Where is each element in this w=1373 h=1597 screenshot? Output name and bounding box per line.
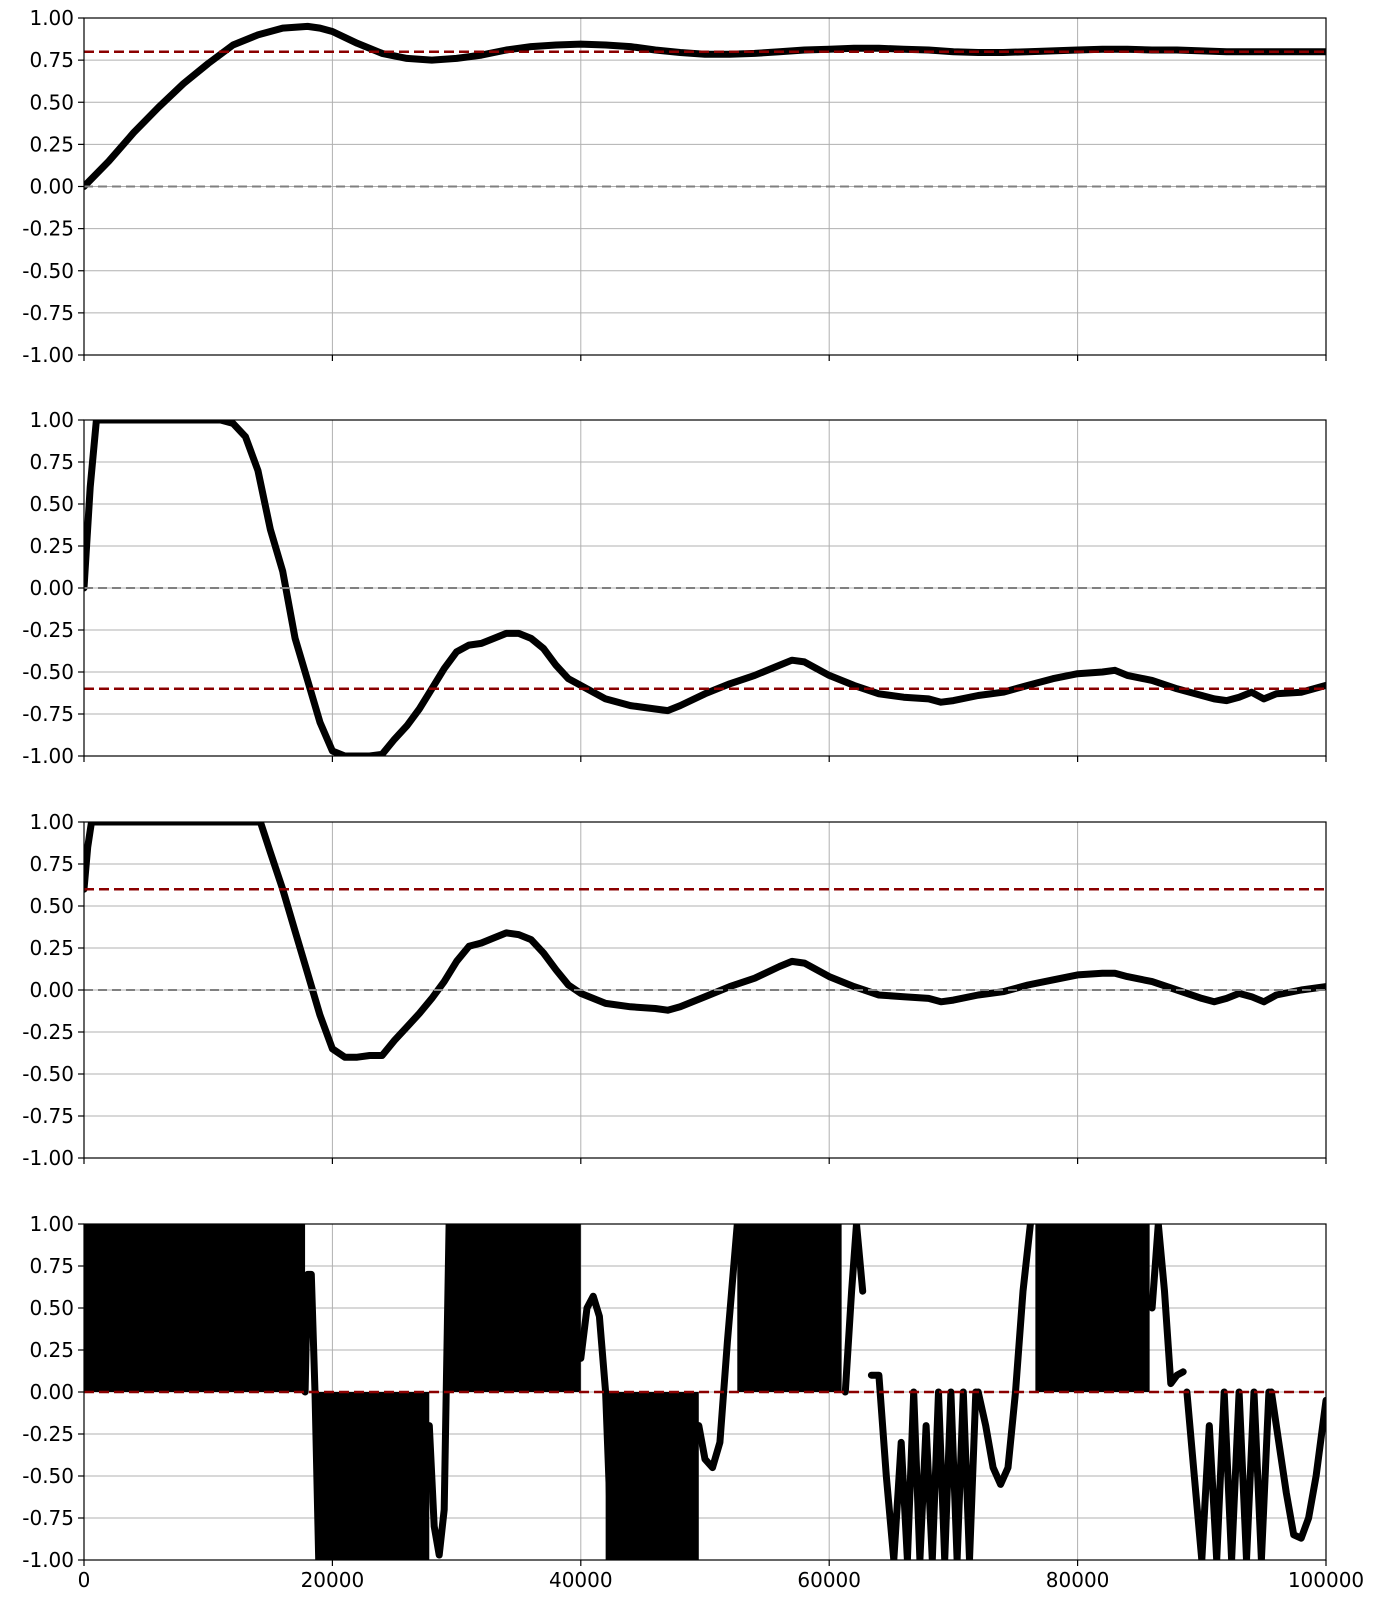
series-line bbox=[301, 1270, 323, 1560]
y-tick-label: -1.00 bbox=[22, 343, 74, 367]
y-tick-label: 1.00 bbox=[29, 408, 74, 432]
axes-frame bbox=[83, 1223, 1327, 1561]
y-tick-label: 0.50 bbox=[29, 1296, 74, 1320]
y-tick-label: 0.00 bbox=[29, 175, 74, 199]
y-tick-label: 0.25 bbox=[29, 1338, 74, 1362]
plot-area bbox=[84, 822, 1326, 1061]
oscillation-band bbox=[447, 1224, 581, 1392]
y-tick-label: -0.75 bbox=[22, 1506, 74, 1530]
series-line bbox=[1148, 1224, 1187, 1388]
subplot-4: 1.00 0.75 0.50 0.25 0.00 -0.25 -0.50 -0.75 -1.00… bbox=[22, 1212, 1364, 1592]
y-tick-label: -0.50 bbox=[22, 660, 74, 684]
y-tick-label: 1.00 bbox=[29, 810, 74, 834]
series-line bbox=[1183, 1388, 1273, 1560]
y-tick-label: -0.75 bbox=[22, 702, 74, 726]
y-tick-label: -1.00 bbox=[22, 1146, 74, 1170]
series-line bbox=[577, 1292, 616, 1560]
y-tick-label: 0.25 bbox=[29, 936, 74, 960]
y-tick-label: 1.00 bbox=[29, 6, 74, 30]
y-tick-label: 0.50 bbox=[29, 492, 74, 516]
plot-area bbox=[84, 22, 1326, 190]
x-tick-label: 0 bbox=[78, 1568, 91, 1592]
y-tick-label: 0.25 bbox=[29, 132, 74, 156]
y-tick-label: 0.50 bbox=[29, 90, 74, 114]
x-tick-label: 60000 bbox=[797, 1568, 861, 1592]
oscillation-band bbox=[84, 1224, 306, 1392]
series-line bbox=[84, 420, 1326, 756]
y-tick-label: -0.50 bbox=[22, 1464, 74, 1488]
oscillation-band bbox=[1035, 1224, 1150, 1392]
oscillation-band bbox=[605, 1392, 699, 1560]
y-tick-label: -0.50 bbox=[22, 259, 74, 283]
series-line bbox=[974, 1224, 1034, 1488]
oscillation-band bbox=[737, 1224, 842, 1392]
axes-frame bbox=[83, 17, 1327, 356]
y-tick-label: -0.25 bbox=[22, 217, 74, 241]
subplot-2: 1.00 0.75 0.50 0.25 0.00 -0.25 -0.50 -0.75 -1.00 bbox=[22, 408, 1327, 768]
y-tick-label: 0.00 bbox=[29, 978, 74, 1002]
x-tick-label: 100000 bbox=[1288, 1568, 1364, 1592]
y-tick-label: -0.25 bbox=[22, 1020, 74, 1044]
series-line bbox=[425, 1224, 453, 1559]
series-line bbox=[84, 822, 1326, 1061]
y-tick-label: 0.25 bbox=[29, 534, 74, 558]
y-tick-label: -0.25 bbox=[22, 1422, 74, 1446]
x-tick-label: 20000 bbox=[301, 1568, 365, 1592]
axes-frame bbox=[83, 419, 1327, 757]
y-tick-label: -0.75 bbox=[22, 1104, 74, 1128]
plot-area bbox=[84, 420, 1326, 756]
y-tick-label: -0.50 bbox=[22, 1062, 74, 1086]
y-tick-label: -1.00 bbox=[22, 744, 74, 768]
series-line bbox=[695, 1224, 741, 1472]
y-tick-label: 0.75 bbox=[29, 852, 74, 876]
y-tick-label: 0.75 bbox=[29, 450, 74, 474]
plot-area bbox=[84, 1224, 1326, 1560]
series-line bbox=[867, 1371, 980, 1560]
series-line bbox=[84, 22, 1326, 190]
y-tick-label: 0.75 bbox=[29, 1254, 74, 1278]
y-tick-label: 0.50 bbox=[29, 894, 74, 918]
series-line bbox=[1267, 1388, 1326, 1542]
y-tick-label: -0.25 bbox=[22, 618, 74, 642]
subplot-3: 1.00 0.75 0.50 0.25 0.00 -0.25 -0.50 -0.75 -1.00 bbox=[22, 810, 1327, 1170]
subplot-1: 1.00 0.75 0.50 0.25 0.00 -0.25 -0.50 -0.75 -1.00 bbox=[22, 6, 1327, 367]
x-tick-label: 40000 bbox=[549, 1568, 613, 1592]
series-line bbox=[841, 1224, 867, 1396]
y-tick-label: -0.75 bbox=[22, 301, 74, 325]
x-tick-label: 80000 bbox=[1046, 1568, 1110, 1592]
y-tick-label: 0.75 bbox=[29, 48, 74, 72]
y-tick-label: 1.00 bbox=[29, 1212, 74, 1236]
axes-frame bbox=[83, 821, 1327, 1159]
y-tick-label: 0.00 bbox=[29, 1380, 74, 1404]
y-tick-label: -1.00 bbox=[22, 1548, 74, 1572]
y-tick-label: 0.00 bbox=[29, 576, 74, 600]
oscillation-band bbox=[317, 1392, 430, 1560]
